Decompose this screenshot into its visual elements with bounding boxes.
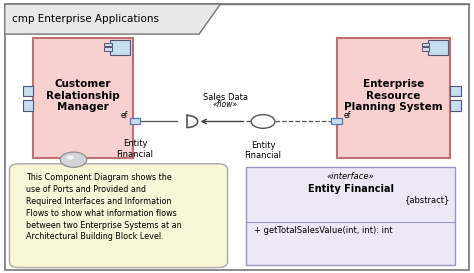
FancyBboxPatch shape (450, 86, 461, 96)
FancyBboxPatch shape (422, 48, 429, 51)
FancyBboxPatch shape (5, 4, 469, 270)
FancyBboxPatch shape (104, 43, 112, 46)
Text: «interface»: «interface» (327, 172, 374, 181)
Text: «flow»: «flow» (212, 100, 238, 109)
FancyBboxPatch shape (33, 38, 133, 158)
Text: + getTotalSalesValue(int, int): int: + getTotalSalesValue(int, int): int (254, 226, 392, 235)
FancyBboxPatch shape (110, 40, 130, 55)
Circle shape (66, 155, 74, 160)
Text: Entity
Financial: Entity Financial (245, 141, 282, 160)
Text: Sales Data: Sales Data (203, 93, 247, 102)
FancyBboxPatch shape (422, 43, 429, 46)
FancyBboxPatch shape (130, 118, 140, 124)
Text: Enterprise
Resource
Planning System: Enterprise Resource Planning System (344, 79, 443, 112)
FancyBboxPatch shape (331, 118, 342, 124)
Text: ef: ef (120, 111, 128, 120)
FancyBboxPatch shape (450, 100, 461, 111)
Circle shape (251, 115, 275, 128)
FancyBboxPatch shape (23, 86, 33, 96)
Text: ef: ef (344, 111, 352, 120)
Circle shape (60, 152, 87, 167)
FancyBboxPatch shape (23, 100, 33, 111)
Text: This Component Diagram shows the
use of Ports and Provided and
Required Interfac: This Component Diagram shows the use of … (26, 173, 182, 241)
Text: Entity
Financial: Entity Financial (117, 139, 154, 159)
Text: cmp Enterprise Applications: cmp Enterprise Applications (12, 14, 159, 24)
Text: Customer
Relationship
Manager: Customer Relationship Manager (46, 79, 120, 112)
Text: Entity Financial: Entity Financial (308, 184, 394, 194)
FancyBboxPatch shape (337, 38, 450, 158)
FancyBboxPatch shape (9, 164, 228, 268)
Text: {abstract}: {abstract} (405, 195, 450, 204)
FancyBboxPatch shape (428, 40, 448, 55)
FancyBboxPatch shape (104, 48, 112, 51)
Polygon shape (5, 4, 220, 34)
FancyBboxPatch shape (246, 167, 455, 265)
